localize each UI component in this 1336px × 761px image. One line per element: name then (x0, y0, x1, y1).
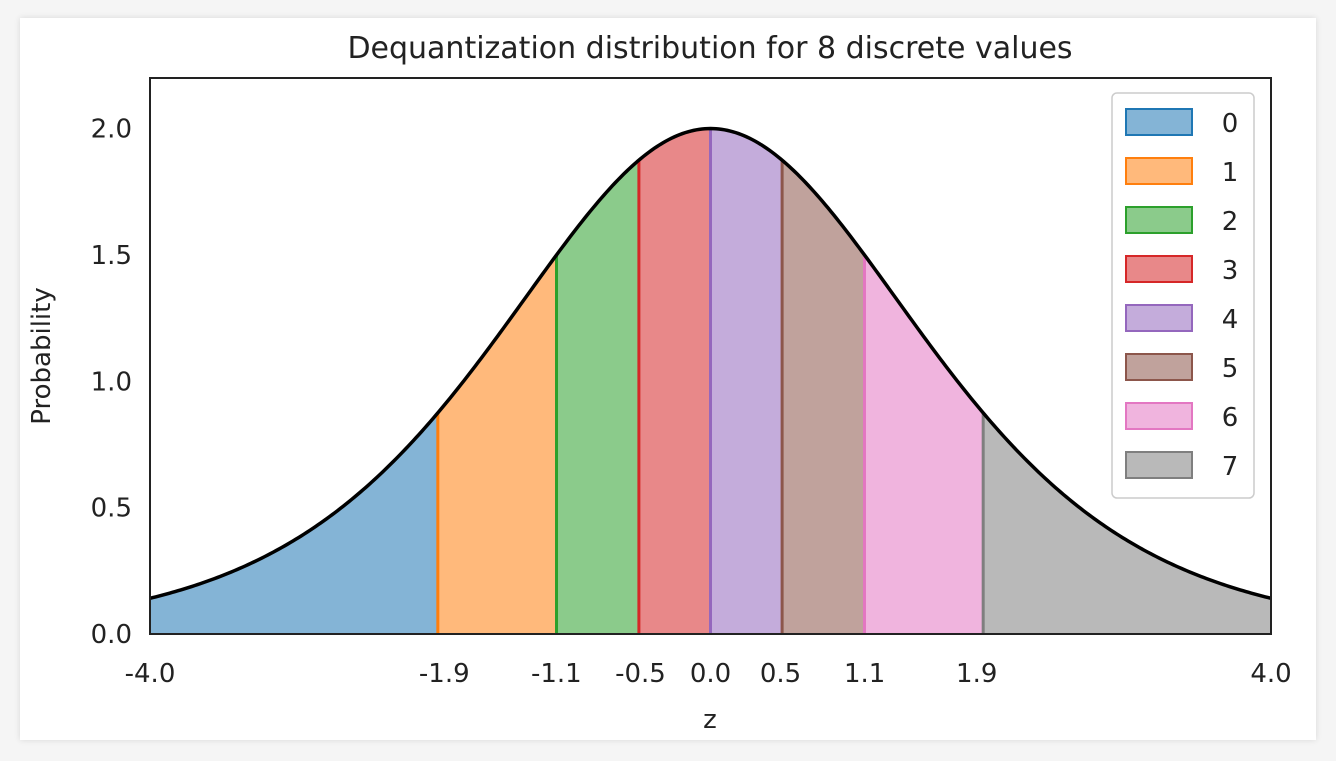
area-group (150, 128, 1271, 635)
legend-swatch-0 (1125, 108, 1193, 136)
legend-label-7: 7 (1222, 452, 1239, 482)
x-tick-label: 1.9 (956, 659, 997, 689)
legend: 0 1 2 3 4 5 6 7 (1111, 92, 1255, 499)
legend-label-5: 5 (1222, 354, 1239, 384)
x-tick-label: -0.5 (615, 659, 666, 689)
y-tick-label: 1.5 (91, 241, 132, 271)
legend-swatch-3 (1125, 255, 1193, 283)
area-segment-7 (983, 412, 1271, 634)
legend-swatch-2 (1125, 206, 1193, 234)
legend-label-3: 3 (1222, 256, 1239, 286)
y-tick-group: 0.0 0.5 1.0 1.5 2.0 (91, 115, 132, 650)
legend-label-2: 2 (1222, 207, 1239, 237)
x-tick-label: 0.5 (760, 659, 801, 689)
legend-label-4: 4 (1222, 305, 1239, 335)
legend-swatch-7 (1125, 451, 1193, 479)
legend-label-1: 1 (1222, 158, 1239, 188)
legend-swatch-1 (1125, 157, 1193, 185)
legend-frame (1111, 92, 1255, 499)
legend-swatch-6 (1125, 402, 1193, 430)
x-tick-label: -1.1 (531, 659, 582, 689)
x-tick-label: 1.1 (844, 659, 885, 689)
y-tick-label: 0.5 (91, 494, 132, 524)
x-tick-label: 0.0 (690, 659, 731, 689)
area-segment-3 (638, 128, 711, 635)
chart-svg: Dequantization distribution for 8 discre… (27, 31, 1292, 735)
x-tick-label: -1.9 (419, 659, 470, 689)
area-segment-6 (864, 254, 984, 635)
y-tick-label: 2.0 (91, 115, 132, 145)
x-tick-label: 4.0 (1250, 659, 1291, 689)
plot-frame (149, 77, 1272, 635)
curve-group (149, 126, 1272, 600)
area-segment-5 (782, 160, 865, 634)
y-axis-label: Probability (27, 287, 57, 424)
y-tick-label: 1.0 (91, 367, 132, 397)
legend-swatch-4 (1125, 304, 1193, 332)
area-segment-1 (437, 254, 557, 635)
density-curve (149, 126, 1272, 600)
legend-label-0: 0 (1222, 109, 1239, 139)
x-tick-group: -4.0 -1.9 -1.1 -0.5 0.0 0.5 1.1 1.9 4.0 (125, 659, 1292, 689)
y-tick-label: 0.0 (91, 620, 132, 650)
area-segment-4 (710, 128, 783, 635)
legend-swatch-5 (1125, 353, 1193, 381)
area-segment-2 (556, 160, 639, 634)
chart-title: Dequantization distribution for 8 discre… (347, 31, 1072, 66)
legend-label-6: 6 (1222, 403, 1239, 433)
x-axis-label: z (703, 705, 717, 735)
x-tick-label: -4.0 (125, 659, 176, 689)
area-segment-0 (150, 412, 438, 634)
chart-card: Dequantization distribution for 8 discre… (20, 18, 1316, 740)
